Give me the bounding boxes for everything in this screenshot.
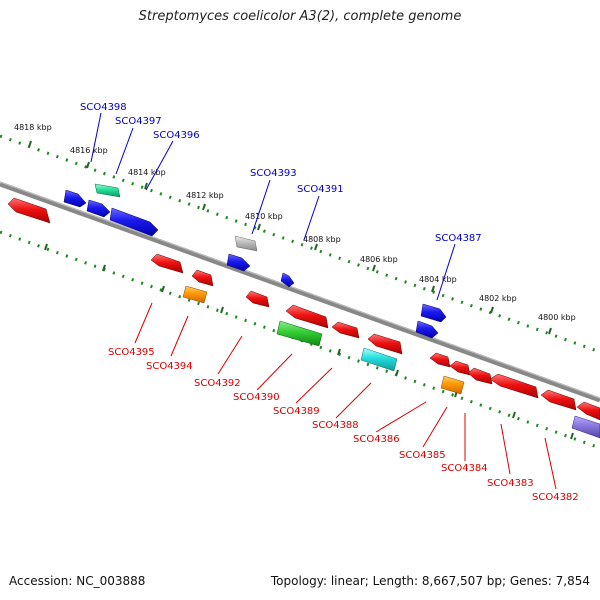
gene-sco4397[interactable] <box>86 199 111 218</box>
gene-sco4387-top[interactable] <box>420 303 447 323</box>
gene-label-sco4384[interactable]: SCO4384 <box>441 463 488 474</box>
tick-label: 4812 kbp <box>186 191 224 200</box>
gene-sco4393-top[interactable] <box>234 235 258 252</box>
gene-label-sco4382[interactable]: SCO4382 <box>532 492 579 503</box>
tick-label: 4818 kbp <box>14 123 52 132</box>
gene-label-sco4388[interactable]: SCO4388 <box>312 420 359 431</box>
lower-scale-dots <box>0 230 600 450</box>
gene-sco4393[interactable] <box>226 253 251 272</box>
forward-genes <box>63 183 447 339</box>
tick-label: 4808 kbp <box>303 235 341 244</box>
reverse-genes <box>7 197 600 439</box>
gene-label-sco4390[interactable]: SCO4390 <box>233 392 280 403</box>
tick-marks <box>28 140 552 335</box>
gene-sco4388[interactable] <box>360 347 398 372</box>
gene-label-sco4383[interactable]: SCO4383 <box>487 478 534 489</box>
gene-label-sco4391[interactable]: SCO4391 <box>297 184 344 195</box>
tick-label: 4810 kbp <box>245 212 283 221</box>
gene-sco4397-top[interactable] <box>94 183 121 198</box>
gene-left-red[interactable] <box>7 197 51 224</box>
tick-label: 4802 kbp <box>479 294 517 303</box>
gene-label-sco4385[interactable]: SCO4385 <box>399 450 446 461</box>
gene-sco4385[interactable] <box>440 375 465 395</box>
gene-label-sco4398[interactable]: SCO4398 <box>80 102 127 113</box>
gene-label-sco4386[interactable]: SCO4386 <box>353 434 400 445</box>
gene-label-sco4396[interactable]: SCO4396 <box>153 130 200 141</box>
tick-label: 4800 kbp <box>538 313 576 322</box>
tick-label: 4816 kbp <box>70 146 108 155</box>
gene-sco4388-red[interactable] <box>367 333 403 355</box>
gene-sco4382-red[interactable] <box>540 389 577 411</box>
gene-sco4390[interactable] <box>276 320 323 347</box>
gene-sco4391[interactable] <box>280 272 295 288</box>
gene-sco4392[interactable] <box>245 290 270 308</box>
genome-backbone <box>0 181 600 403</box>
gene-sco4398[interactable] <box>63 189 87 208</box>
genome-summary-text: Topology: linear; Length: 8,667,507 bp; … <box>270 574 590 588</box>
upper-scale-dots <box>0 134 600 354</box>
accession-text: Accession: NC_003888 <box>9 574 146 588</box>
reverse-callouts <box>134 302 557 490</box>
gene-sco4394[interactable] <box>182 285 208 304</box>
gene-label-sco4389[interactable]: SCO4389 <box>273 406 320 417</box>
gene-label-sco4395[interactable]: SCO4395 <box>108 347 155 358</box>
gene-label-sco4397[interactable]: SCO4397 <box>115 116 162 127</box>
gene-sco4382[interactable] <box>571 415 600 439</box>
gene-sco4394-red[interactable] <box>191 269 214 287</box>
gene-sco4385-red[interactable] <box>449 360 471 376</box>
gene-label-sco4392[interactable]: SCO4392 <box>194 378 241 389</box>
tick-label: 4806 kbp <box>360 255 398 264</box>
gene-sco4390-red[interactable] <box>285 304 329 329</box>
gene-sco4395[interactable] <box>150 253 184 274</box>
gene-sco4384[interactable] <box>467 367 493 385</box>
gene-label-sco4387[interactable]: SCO4387 <box>435 233 482 244</box>
forward-callouts <box>90 112 456 301</box>
gene-sco4396[interactable] <box>109 207 159 237</box>
tick-label: 4814 kbp <box>128 168 166 177</box>
gene-sco4389[interactable] <box>331 321 360 339</box>
gene-right-red[interactable] <box>576 401 600 421</box>
gene-label-sco4394[interactable]: SCO4394 <box>146 361 193 372</box>
gene-sco4387[interactable] <box>415 320 439 339</box>
tick-label: 4804 kbp <box>419 275 457 284</box>
gene-sco4386[interactable] <box>429 352 451 368</box>
gene-sco4383[interactable] <box>489 373 539 399</box>
gene-label-sco4393[interactable]: SCO4393 <box>250 168 297 179</box>
genome-title: Streptomyces coelicolor A3(2), complete … <box>138 9 462 24</box>
